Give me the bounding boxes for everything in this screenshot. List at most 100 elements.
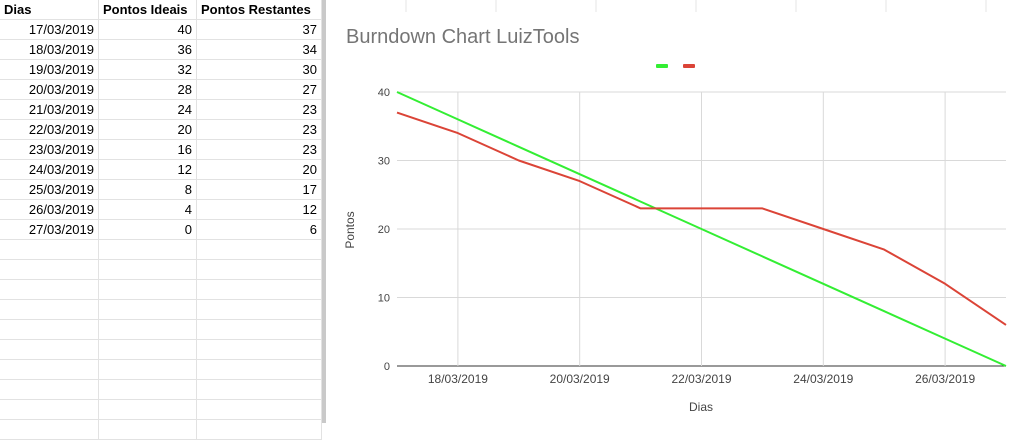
table-cell[interactable]: 8 — [99, 180, 197, 200]
table-cell[interactable]: 37 — [197, 20, 322, 40]
table-cell[interactable] — [0, 320, 99, 340]
table-cell[interactable]: 28 — [99, 80, 197, 100]
table-cell[interactable] — [197, 280, 322, 300]
table-cell[interactable]: 0 — [99, 220, 197, 240]
table-cell[interactable] — [197, 420, 322, 440]
x-tick-label: 18/03/2019 — [428, 372, 488, 386]
table-row: 26/03/2019 4 12 — [0, 200, 322, 220]
table-cell[interactable] — [0, 380, 99, 400]
table-cell[interactable]: 23 — [197, 140, 322, 160]
y-tick-label: 10 — [378, 293, 390, 305]
empty-row — [0, 300, 322, 320]
y-tick-label: 30 — [378, 156, 390, 168]
table-cell[interactable] — [197, 340, 322, 360]
table-cell[interactable] — [99, 380, 197, 400]
y-tick-label: 20 — [378, 224, 390, 236]
table-row: 19/03/2019 32 30 — [0, 60, 322, 80]
table-row: 24/03/2019 12 20 — [0, 160, 322, 180]
empty-row — [0, 400, 322, 420]
table-cell[interactable]: 17/03/2019 — [0, 20, 99, 40]
y-tick-label: 40 — [378, 87, 390, 99]
frozen-column-divider[interactable] — [322, 0, 326, 423]
table-cell[interactable]: 12 — [197, 200, 322, 220]
empty-row — [0, 240, 322, 260]
table-cell[interactable]: 23 — [197, 120, 322, 140]
table-cell[interactable] — [99, 260, 197, 280]
table-cell[interactable] — [0, 300, 99, 320]
table-cell[interactable] — [197, 300, 322, 320]
table-cell[interactable]: 36 — [99, 40, 197, 60]
table-cell[interactable] — [197, 320, 322, 340]
table-cell[interactable]: 24 — [99, 100, 197, 120]
header-cell-pontos-restantes[interactable]: Pontos Restantes — [197, 0, 322, 20]
table-cell[interactable]: 26/03/2019 — [0, 200, 99, 220]
table-cell[interactable] — [99, 400, 197, 420]
table-cell[interactable]: 27/03/2019 — [0, 220, 99, 240]
table-cell[interactable] — [197, 400, 322, 420]
table-cell[interactable]: 23 — [197, 100, 322, 120]
table-cell[interactable] — [99, 340, 197, 360]
table-cell[interactable] — [99, 240, 197, 260]
chart-gridlines — [397, 91, 1006, 367]
table-cell[interactable]: 25/03/2019 — [0, 180, 99, 200]
table-cell[interactable]: 19/03/2019 — [0, 60, 99, 80]
table-cell[interactable] — [99, 280, 197, 300]
legend-swatch-2 — [683, 64, 695, 68]
spreadsheet: Dias Pontos Ideais Pontos Restantes 17/0… — [0, 0, 322, 440]
chart-title: Burndown Chart LuizTools — [346, 26, 579, 48]
y-axis-label: Pontos — [343, 211, 357, 248]
table-cell[interactable]: 20/03/2019 — [0, 80, 99, 100]
table-cell[interactable]: 24/03/2019 — [0, 160, 99, 180]
chart-series — [396, 91, 1007, 367]
table-cell[interactable]: 20 — [99, 120, 197, 140]
table-cell[interactable] — [99, 300, 197, 320]
table-cell[interactable]: 27 — [197, 80, 322, 100]
x-tick-label: 26/03/2019 — [915, 372, 975, 386]
x-tick-label: 22/03/2019 — [671, 372, 731, 386]
table-cell[interactable] — [197, 380, 322, 400]
table-cell[interactable]: 4 — [99, 200, 197, 220]
header-cell-dias[interactable]: Dias — [0, 0, 99, 20]
y-axis-ticks: 0 10 20 30 40 — [378, 87, 390, 373]
table-cell[interactable] — [197, 360, 322, 380]
empty-row — [0, 420, 322, 440]
table-cell[interactable] — [99, 320, 197, 340]
table-cell[interactable] — [0, 420, 99, 440]
table-cell[interactable]: 20 — [197, 160, 322, 180]
table-cell[interactable]: 40 — [99, 20, 197, 40]
table-cell[interactable] — [0, 260, 99, 280]
empty-row — [0, 260, 322, 280]
table-cell[interactable] — [0, 360, 99, 380]
table-cell[interactable] — [99, 420, 197, 440]
table-cell[interactable]: 22/03/2019 — [0, 120, 99, 140]
table-cell[interactable] — [0, 240, 99, 260]
table-cell[interactable]: 30 — [197, 60, 322, 80]
table-cell[interactable]: 6 — [197, 220, 322, 240]
table-cell[interactable]: 17 — [197, 180, 322, 200]
x-tick-label: 24/03/2019 — [793, 372, 853, 386]
x-axis-ticks: 18/03/2019 20/03/2019 22/03/2019 24/03/2019… — [428, 372, 976, 386]
table-cell[interactable] — [0, 400, 99, 420]
table-row: 21/03/2019 24 23 — [0, 100, 322, 120]
sheet-top-grid — [405, 0, 987, 12]
empty-row — [0, 380, 322, 400]
table-cell[interactable] — [197, 260, 322, 280]
table-cell[interactable] — [99, 360, 197, 380]
table-cell[interactable] — [0, 340, 99, 360]
table-row: 22/03/2019 20 23 — [0, 120, 322, 140]
table-cell[interactable]: 12 — [99, 160, 197, 180]
burndown-chart: Burndown Chart LuizTools 0 10 20 30 40 18/03… — [343, 0, 1007, 414]
table-cell[interactable]: 16 — [99, 140, 197, 160]
table-cell[interactable] — [197, 240, 322, 260]
header-row: Dias Pontos Ideais Pontos Restantes — [0, 0, 322, 20]
table-cell[interactable] — [0, 280, 99, 300]
table-cell[interactable]: 32 — [99, 60, 197, 80]
header-cell-pontos-ideais[interactable]: Pontos Ideais — [99, 0, 197, 20]
table-cell[interactable]: 21/03/2019 — [0, 100, 99, 120]
table-cell[interactable]: 18/03/2019 — [0, 40, 99, 60]
table-cell[interactable]: 23/03/2019 — [0, 140, 99, 160]
table-cell[interactable]: 34 — [197, 40, 322, 60]
empty-row — [0, 340, 322, 360]
series-line-1 — [396, 91, 1007, 367]
empty-row — [0, 320, 322, 340]
